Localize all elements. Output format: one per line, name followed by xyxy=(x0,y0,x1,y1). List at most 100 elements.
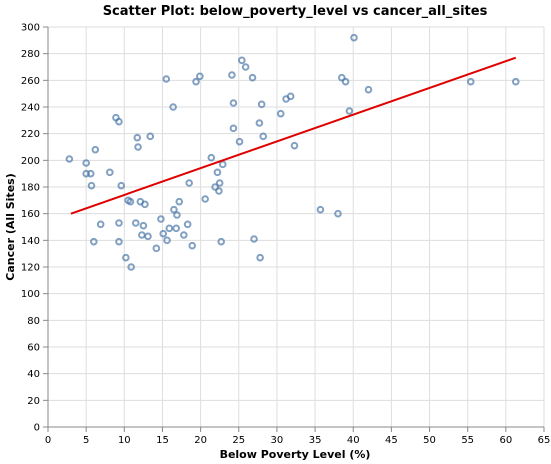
y-tick-label: 40 xyxy=(27,369,40,380)
data-point xyxy=(82,169,90,178)
data-point xyxy=(180,231,188,239)
y-tick-label: 60 xyxy=(27,343,40,354)
data-point xyxy=(133,133,142,142)
data-point xyxy=(238,56,246,65)
x-tick-label: 40 xyxy=(347,435,360,446)
data-point xyxy=(215,187,223,195)
data-point xyxy=(117,181,126,190)
data-point xyxy=(235,137,244,146)
data-point xyxy=(256,253,264,262)
data-point xyxy=(466,77,475,86)
data-point xyxy=(207,153,216,162)
data-point xyxy=(350,33,358,42)
data-point xyxy=(229,99,238,107)
data-point xyxy=(163,236,171,245)
data-point xyxy=(141,200,149,209)
data-point xyxy=(215,179,224,187)
data-point xyxy=(126,197,135,206)
data-point xyxy=(248,73,257,82)
data-point xyxy=(228,71,236,79)
data-points xyxy=(65,33,520,271)
data-point xyxy=(91,145,100,154)
data-point xyxy=(341,77,350,86)
x-tick-label: 35 xyxy=(309,435,322,446)
data-point xyxy=(82,159,90,167)
x-tick-label: 0 xyxy=(45,435,51,446)
data-point xyxy=(172,224,180,233)
y-tick-label: 260 xyxy=(21,76,40,87)
data-point xyxy=(175,197,184,206)
data-point xyxy=(131,219,140,227)
data-point xyxy=(316,205,325,214)
data-point xyxy=(364,85,373,94)
data-point xyxy=(134,143,142,151)
data-point xyxy=(86,169,95,178)
data-point xyxy=(162,75,171,83)
data-point xyxy=(115,219,123,227)
data-point xyxy=(157,215,165,223)
x-tick-label: 65 xyxy=(538,435,551,446)
data-point xyxy=(165,224,174,233)
data-point xyxy=(146,132,155,141)
y-gridlines xyxy=(48,26,544,428)
data-point xyxy=(345,107,354,115)
data-point xyxy=(106,168,114,177)
x-tick-label: 55 xyxy=(461,435,474,446)
y-tick-label: 200 xyxy=(21,156,40,167)
x-gridlines xyxy=(47,27,545,427)
x-tick-label: 45 xyxy=(385,435,398,446)
data-point xyxy=(152,244,161,253)
data-point xyxy=(218,160,227,169)
data-point xyxy=(173,211,181,219)
data-point xyxy=(337,73,346,82)
x-axis-title: Below Poverty Level (%) xyxy=(220,448,371,461)
data-point xyxy=(170,205,178,214)
y-tick-label: 0 xyxy=(34,423,40,434)
y-axis-title: Cancer (All Sites) xyxy=(4,173,17,280)
data-point xyxy=(115,237,123,246)
x-tick-label: 60 xyxy=(499,435,512,446)
data-point xyxy=(127,263,135,271)
data-point xyxy=(89,237,98,246)
x-tick-label: 30 xyxy=(271,435,284,446)
data-point xyxy=(192,77,200,86)
data-point xyxy=(169,103,177,111)
x-tick-label: 10 xyxy=(118,435,131,446)
y-tick-label: 240 xyxy=(21,103,40,114)
data-point xyxy=(185,179,193,187)
y-tick-label: 300 xyxy=(21,23,40,34)
trend-line xyxy=(70,56,517,215)
y-tick-label: 20 xyxy=(27,396,40,407)
data-point xyxy=(144,232,152,241)
data-point xyxy=(257,100,266,109)
data-point xyxy=(276,109,285,118)
y-tick-label: 120 xyxy=(21,263,40,274)
x-axis-ticks: 0 5 10 15 20 25 30 35 40 45 50 55 60 65 xyxy=(45,427,551,446)
data-point xyxy=(290,141,299,150)
data-point xyxy=(250,235,258,243)
data-point xyxy=(241,63,250,71)
data-point xyxy=(259,132,267,141)
data-point xyxy=(87,181,96,190)
y-tick-label: 160 xyxy=(21,209,40,220)
data-point xyxy=(286,92,295,101)
data-point xyxy=(201,195,209,203)
data-point xyxy=(211,183,219,191)
data-point xyxy=(217,237,226,246)
x-tick-label: 50 xyxy=(423,435,436,446)
data-point xyxy=(139,221,148,230)
data-point xyxy=(65,155,74,163)
y-tick-label: 220 xyxy=(21,129,40,140)
data-point xyxy=(229,124,238,133)
x-tick-label: 5 xyxy=(83,435,89,446)
data-point xyxy=(255,119,264,127)
y-tick-label: 80 xyxy=(27,316,40,327)
data-point xyxy=(138,231,146,239)
data-point xyxy=(213,168,222,177)
y-tick-label: 140 xyxy=(21,236,40,247)
data-point xyxy=(183,220,192,229)
data-point xyxy=(159,229,168,238)
data-point xyxy=(511,77,520,86)
